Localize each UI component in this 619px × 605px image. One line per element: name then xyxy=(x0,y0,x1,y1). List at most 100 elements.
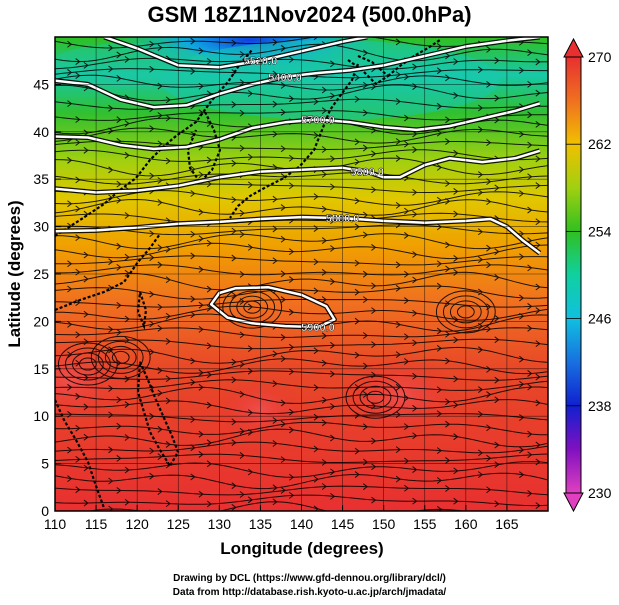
streamline-arrow xyxy=(395,411,401,418)
x-tick-label: 160 xyxy=(454,516,478,532)
vortex-loop xyxy=(236,295,269,319)
streamline-arrow xyxy=(108,166,114,174)
streamline-arrow xyxy=(247,90,254,97)
streamline-arrow xyxy=(362,458,369,466)
streamline-arrow xyxy=(445,485,451,492)
streamline-arrow xyxy=(477,471,484,479)
streamline-arrow xyxy=(149,447,155,455)
streamline-arrow xyxy=(165,441,171,448)
streamline-arrow xyxy=(67,285,73,293)
streamline-arrow xyxy=(477,66,484,74)
streamline-arrow xyxy=(272,380,278,388)
x-tick-label: 135 xyxy=(249,516,273,532)
streamline-arrow xyxy=(330,60,336,68)
streamline-arrow xyxy=(362,332,369,339)
streamline-arrow xyxy=(436,345,443,352)
streamline-arrow xyxy=(477,256,484,264)
streamline-arrow xyxy=(288,308,295,316)
streamline-arrow xyxy=(371,437,377,445)
streamline-arrow xyxy=(494,441,500,449)
vortex-loop xyxy=(71,352,104,376)
streamline-arrow xyxy=(371,463,377,471)
streamline-arrow xyxy=(412,404,418,412)
streamline-arrow xyxy=(239,491,245,498)
streamline-arrow xyxy=(190,295,196,303)
streamline-arrow xyxy=(280,44,286,52)
streamline-arrow xyxy=(247,153,254,161)
streamline-arrow xyxy=(198,383,204,391)
streamline-arrow xyxy=(486,424,492,432)
streamline-arrow xyxy=(321,296,327,303)
streamline-arrow xyxy=(313,287,319,295)
y-axis-label: Latitude (degrees) xyxy=(5,200,24,347)
streamline-arrow xyxy=(231,482,237,490)
colorbar-bottom-arrow xyxy=(563,492,584,513)
streamline-arrow xyxy=(477,449,484,457)
colorbar-label: 254 xyxy=(588,223,612,239)
streamline-arrow xyxy=(371,371,377,379)
streamline-arrow xyxy=(395,321,401,329)
streamline-arrow xyxy=(75,58,81,65)
streamline-arrow xyxy=(231,503,237,511)
streamline-arrow xyxy=(362,81,369,89)
streamline-arrow xyxy=(108,446,114,454)
streamline-arrow xyxy=(330,183,336,191)
streamline-arrow xyxy=(535,58,541,66)
credit-data-source: Data from http://database.rish.kyoto-u.a… xyxy=(172,587,447,598)
streamline-arrow xyxy=(519,355,525,363)
y-tick-label: 40 xyxy=(33,124,49,140)
streamline-arrow xyxy=(108,44,114,52)
streamline-arrow xyxy=(288,473,295,481)
streamline-arrow xyxy=(445,265,451,273)
streamline-arrow xyxy=(272,417,278,424)
streamline-arrow xyxy=(395,475,401,483)
streamline-arrow xyxy=(198,47,204,55)
streamline-arrow xyxy=(165,96,171,104)
streamline-arrow xyxy=(124,375,130,383)
streamline-arrow xyxy=(108,346,114,354)
streamline-arrow xyxy=(231,358,237,366)
streamline-arrow xyxy=(412,251,418,258)
streamline-arrow xyxy=(116,263,122,271)
streamline-arrow xyxy=(354,351,360,359)
streamline-arrow xyxy=(247,303,254,311)
streamline-arrow xyxy=(453,375,459,383)
streamline-arrow xyxy=(445,180,451,187)
streamline-arrow xyxy=(313,384,319,392)
streamline-arrow xyxy=(362,423,369,431)
streamline-arrow xyxy=(272,225,278,233)
streamline-arrow xyxy=(404,423,410,431)
streamline-arrow xyxy=(83,251,89,259)
streamline-arrow xyxy=(535,182,541,189)
contour-label: 5900.0 xyxy=(301,322,335,334)
streamline-arrow xyxy=(75,455,81,463)
streamline-arrow xyxy=(165,245,171,253)
streamline-arrow xyxy=(395,351,401,359)
streamline-arrow xyxy=(206,239,212,247)
streamline-arrow xyxy=(280,145,286,153)
streamline-arrow xyxy=(157,177,163,184)
x-tick-label: 155 xyxy=(413,516,437,532)
streamline-arrow xyxy=(198,301,204,309)
x-tick-label: 115 xyxy=(85,516,108,532)
streamline-arrow xyxy=(453,149,459,157)
streamline-arrow xyxy=(157,324,163,332)
streamline-arrow xyxy=(412,497,418,505)
streamline-arrow xyxy=(535,241,541,249)
streamline-arrow xyxy=(436,43,443,50)
streamline-arrow xyxy=(362,483,369,491)
streamline-arrow xyxy=(354,197,360,205)
streamline-arrow xyxy=(124,315,130,323)
streamline-arrow xyxy=(486,178,492,186)
streamline-arrow xyxy=(190,416,196,423)
streamline-arrow xyxy=(231,291,237,299)
streamline-arrow xyxy=(477,189,484,196)
streamline-arrow xyxy=(288,95,295,103)
streamline-arrow xyxy=(198,325,204,333)
streamline-arrow xyxy=(149,472,155,480)
streamline-arrow xyxy=(124,434,130,441)
streamline-arrow xyxy=(445,52,451,60)
streamline-arrow xyxy=(477,386,484,393)
streamline-arrow xyxy=(272,38,278,46)
streamline-arrow xyxy=(206,120,212,127)
